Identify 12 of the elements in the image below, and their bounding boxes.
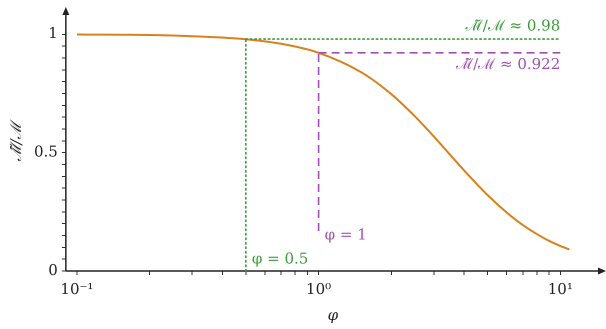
y-axis-title: ℳ̃/ℳ: [6, 119, 25, 162]
ref-line-label: ℳ̃/ℳ ≈ 0.922: [455, 55, 560, 74]
y-tick-label: 1: [48, 24, 58, 42]
x-axis-title: φ: [328, 306, 339, 324]
ref-line-label: φ = 0.5: [252, 249, 308, 268]
ref-line-label: ℳ̃/ℳ ≈ 0.98: [464, 16, 560, 34]
x-tick-label: 10⁰: [306, 280, 332, 298]
y-tick-label: 0: [48, 260, 58, 279]
x-tick-label: 10¹: [548, 280, 573, 298]
y-tick-label: 0.5: [34, 142, 58, 161]
ref-line-label: φ = 1: [324, 225, 367, 244]
x-tick-label: 10⁻¹: [60, 280, 94, 298]
